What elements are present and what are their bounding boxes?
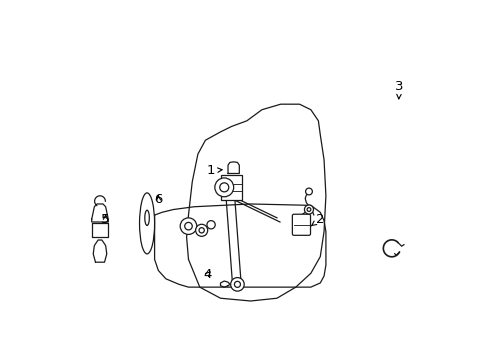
Polygon shape [92, 204, 108, 222]
Text: 3: 3 [394, 80, 403, 99]
Circle shape [219, 183, 228, 192]
Text: 4: 4 [203, 268, 211, 281]
Polygon shape [92, 223, 107, 237]
Text: 1: 1 [206, 164, 222, 177]
Circle shape [206, 221, 215, 229]
Circle shape [214, 178, 233, 197]
Circle shape [195, 224, 207, 236]
Circle shape [184, 222, 192, 230]
Circle shape [305, 188, 312, 195]
Circle shape [230, 278, 244, 291]
Text: 5: 5 [101, 213, 110, 226]
Polygon shape [186, 104, 325, 301]
Polygon shape [93, 240, 106, 262]
Ellipse shape [144, 210, 149, 225]
FancyBboxPatch shape [221, 175, 242, 200]
Polygon shape [154, 204, 325, 287]
Ellipse shape [139, 193, 154, 254]
Circle shape [199, 228, 204, 233]
Circle shape [180, 218, 196, 234]
Polygon shape [227, 162, 239, 174]
Circle shape [304, 205, 313, 214]
Circle shape [306, 208, 310, 211]
Text: 6: 6 [154, 193, 162, 206]
Polygon shape [220, 281, 229, 287]
FancyBboxPatch shape [292, 214, 310, 235]
Circle shape [234, 282, 240, 287]
Text: 2: 2 [310, 213, 324, 226]
